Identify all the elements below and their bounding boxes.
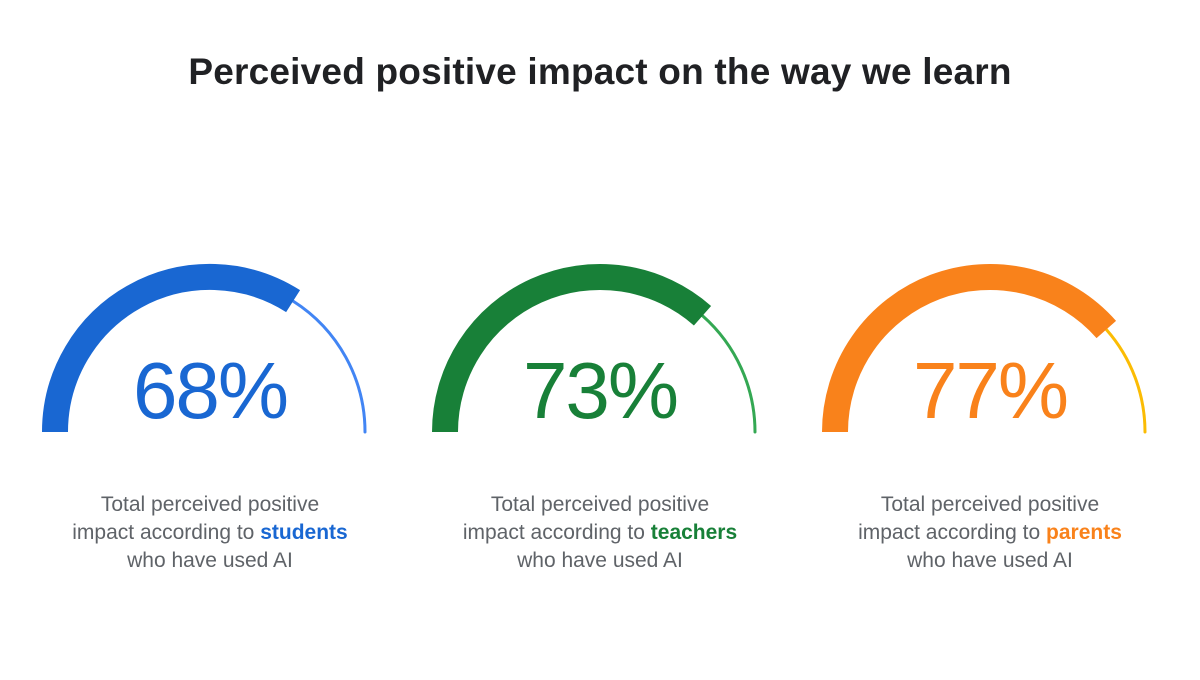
- gauge-remainder-arc: [291, 299, 367, 434]
- gauge-caption-students: Total perceived positive impact accordin…: [72, 491, 347, 575]
- caption-line: impact according to parents: [858, 519, 1122, 547]
- caption-line: Total perceived positive: [490, 493, 710, 516]
- gauge-value-teachers: 73%: [522, 346, 679, 435]
- gauge-chart-students: 68%: [40, 260, 380, 445]
- gauge-arc-parents: [822, 263, 1147, 434]
- infographic: Perceived positive impact on the way we …: [0, 50, 1200, 575]
- caption-text: impact according to: [72, 521, 261, 544]
- gauge-card-teachers: 73% Total perceived positive impact acco…: [420, 260, 780, 575]
- gauge-value-arc: [42, 264, 301, 433]
- gauge-value-parents: 77%: [912, 346, 1069, 435]
- caption-line: who have used AI: [517, 549, 683, 572]
- caption-line: who have used AI: [127, 549, 293, 572]
- gauge-remainder-arc: [1104, 328, 1147, 434]
- gauge-value-arc: [822, 263, 1117, 433]
- caption-highlight-parents: parents: [1046, 521, 1122, 544]
- gauge-arc-students: [42, 264, 367, 434]
- caption-line: impact according to teachers: [463, 519, 737, 547]
- gauge-remainder-arc: [701, 314, 757, 434]
- gauge-card-students: 68% Total perceived positive impact acco…: [30, 260, 390, 575]
- gauge-value-arc: [432, 263, 712, 433]
- gauge-arc-teachers: [432, 263, 757, 434]
- gauge-chart-teachers: 73%: [430, 260, 770, 445]
- caption-line: who have used AI: [907, 549, 1073, 572]
- caption-highlight-students: students: [260, 521, 348, 544]
- gauge-card-parents: 77% Total perceived positive impact acco…: [810, 260, 1170, 575]
- caption-line: impact according to students: [72, 519, 347, 547]
- gauge-caption-teachers: Total perceived positive impact accordin…: [463, 491, 737, 575]
- caption-line: Total perceived positive: [880, 493, 1100, 516]
- caption-line: Total perceived positive: [100, 493, 320, 516]
- gauge-value-students: 68%: [132, 346, 289, 435]
- caption-text: impact according to: [462, 521, 651, 544]
- caption-highlight-teachers: teachers: [650, 521, 738, 544]
- gauge-caption-parents: Total perceived positive impact accordin…: [858, 491, 1122, 575]
- page-title: Perceived positive impact on the way we …: [188, 51, 1012, 92]
- gauge-chart-parents: 77%: [820, 260, 1160, 445]
- caption-text: impact according to: [858, 521, 1047, 544]
- gauge-row: 68% Total perceived positive impact acco…: [0, 260, 1200, 575]
